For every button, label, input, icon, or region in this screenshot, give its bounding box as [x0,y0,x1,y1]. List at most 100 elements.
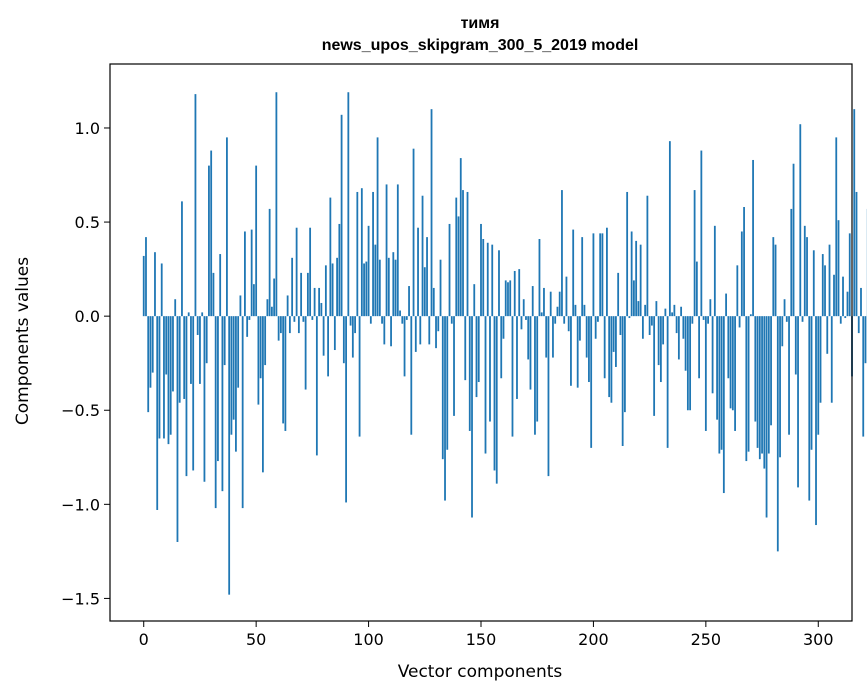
bar-298 [813,250,815,316]
bar-226 [651,316,653,325]
bar-238 [678,316,680,359]
bar-99 [365,262,367,317]
bar-308 [835,137,837,316]
x-tick-label: 300 [803,630,834,649]
bar-108 [386,184,388,316]
bar-259 [725,294,727,317]
bar-247 [698,316,700,378]
bar-81 [325,265,327,316]
bar-158 [498,250,500,316]
bar-245 [694,190,696,316]
bar-229 [658,316,660,365]
bar-205 [604,316,606,378]
bar-54 [264,316,266,365]
bar-314 [849,233,851,316]
bar-100 [368,226,370,316]
bar-135 [446,316,448,450]
bar-182 [552,316,554,357]
bar-13 [172,316,174,391]
bar-103 [374,245,376,317]
bar-95 [356,192,358,316]
bar-64 [287,295,289,316]
bar-9 [163,316,165,438]
bar-167 [518,269,520,316]
chart-subtitle: news_upos_skipgram_300_5_2019 model [322,37,639,54]
bar-219 [635,241,637,316]
bar-63 [284,316,286,431]
bar-123 [419,316,421,344]
bar-45 [244,231,246,316]
bar-124 [422,196,424,316]
bar-166 [516,316,518,399]
bar-202 [597,316,599,322]
bar-126 [426,237,428,316]
bar-2 [147,316,149,412]
bar-217 [631,231,633,316]
bar-37 [226,137,228,316]
bar-220 [637,301,639,316]
bar-254 [714,226,716,316]
bar-series [143,92,867,594]
bar-303 [824,265,826,316]
bar-288 [790,209,792,316]
bar-224 [646,196,648,316]
bar-150 [480,224,482,316]
bar-262 [732,316,734,410]
bar-273 [757,316,759,448]
bar-160 [503,316,505,339]
bar-7 [159,316,161,438]
bar-116 [404,316,406,376]
bar-19 [186,316,188,476]
bar-128 [431,109,433,316]
bar-88 [341,115,343,316]
bar-136 [449,224,451,316]
bar-122 [417,228,419,316]
bar-194 [579,316,581,340]
bar-241 [685,316,687,371]
bar-112 [395,260,397,316]
bar-69 [298,316,300,333]
bar-189 [568,316,570,331]
bar-85 [334,316,336,350]
bar-252 [709,299,711,316]
bar-271 [752,160,754,316]
bar-147 [473,284,475,316]
bar-115 [401,316,403,324]
bar-175 [536,316,538,421]
bar-139 [455,198,457,317]
bar-230 [660,316,662,382]
bar-223 [644,305,646,316]
bar-268 [745,316,747,461]
x-tick-label: 150 [466,630,497,649]
x-tick-label: 0 [139,630,149,649]
x-axis-label: Vector components [398,662,563,682]
bar-23 [195,94,197,316]
bar-43 [240,295,242,316]
bar-299 [815,316,817,525]
bar-70 [300,273,302,316]
bar-316 [853,109,855,316]
bar-144 [467,192,469,316]
bar-55 [266,299,268,316]
bar-56 [269,209,271,316]
bar-32 [215,316,217,508]
bar-218 [633,280,635,316]
bar-146 [471,316,473,517]
bar-300 [817,316,819,435]
bar-302 [822,254,824,316]
plot-frame [110,64,852,621]
bar-89 [343,316,345,363]
bar-140 [458,216,460,316]
x-tick-label: 250 [691,630,722,649]
y-tick-label: 0.5 [75,213,100,232]
bar-263 [734,316,736,431]
bar-267 [743,207,745,316]
bar-141 [460,158,462,316]
bar-169 [523,299,525,316]
bar-266 [741,231,743,316]
bar-234 [669,141,671,316]
bar-188 [566,277,568,317]
bar-67 [293,316,295,322]
